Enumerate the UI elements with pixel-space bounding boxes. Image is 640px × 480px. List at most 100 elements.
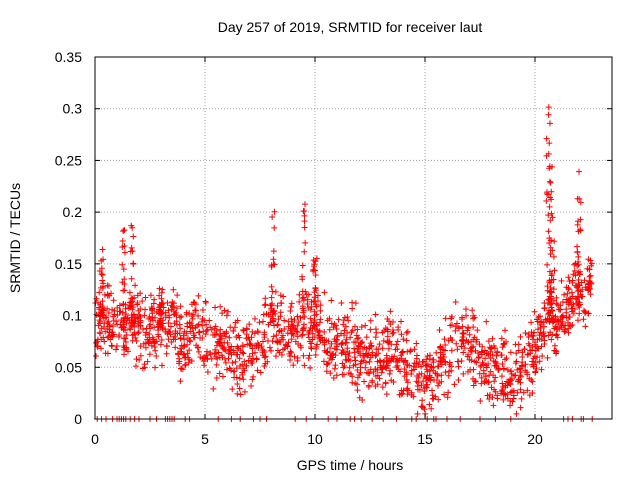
data-point (411, 360, 418, 367)
y-axis-label: SRMTID / TECUs (7, 183, 23, 293)
data-point (564, 290, 571, 297)
data-point (379, 384, 386, 391)
data-point (445, 389, 452, 396)
data-point (502, 356, 509, 363)
data-point (271, 208, 278, 215)
data-point (490, 372, 497, 379)
data-point (500, 366, 507, 373)
data-point (109, 322, 116, 329)
data-point (587, 257, 594, 264)
data-point (551, 267, 558, 274)
data-point (382, 325, 389, 332)
data-point (310, 268, 317, 275)
data-point (245, 357, 252, 364)
data-point (465, 339, 472, 346)
data-point (331, 365, 338, 372)
data-point (376, 341, 383, 348)
data-point (277, 309, 284, 316)
data-point (172, 344, 179, 351)
data-point (255, 329, 262, 336)
data-point (544, 261, 551, 268)
data-point (439, 351, 446, 358)
data-point (486, 391, 493, 398)
data-point (269, 338, 276, 345)
data-point (159, 300, 166, 307)
data-point (478, 351, 485, 358)
data-point (342, 351, 349, 358)
data-point (128, 275, 135, 282)
data-point (250, 373, 257, 380)
data-point (203, 321, 210, 328)
data-point (448, 321, 455, 328)
data-point (357, 364, 364, 371)
data-point (387, 367, 394, 374)
data-point (513, 410, 520, 417)
data-point (346, 349, 353, 356)
data-point (548, 336, 555, 343)
data-point (123, 331, 130, 338)
data-point (445, 372, 452, 379)
data-point (471, 314, 478, 321)
data-point (120, 315, 127, 322)
data-point (93, 352, 100, 359)
data-point (150, 336, 157, 343)
data-point (301, 218, 308, 225)
data-point (428, 363, 435, 370)
data-point (507, 389, 514, 396)
y-tick-label: 0.1 (63, 308, 83, 324)
data-point (110, 317, 117, 324)
data-point (281, 317, 288, 324)
data-point (430, 367, 437, 374)
data-point (121, 242, 128, 249)
data-point (525, 351, 532, 358)
data-point (470, 315, 477, 322)
data-point (174, 292, 181, 299)
data-point (341, 314, 348, 321)
data-point (221, 339, 228, 346)
data-point (311, 319, 318, 326)
data-point (477, 398, 484, 405)
data-point (344, 345, 351, 352)
data-point (546, 140, 553, 147)
data-point (176, 360, 183, 367)
data-point (156, 301, 163, 308)
data-point (569, 279, 576, 286)
data-point (194, 344, 201, 351)
data-point (508, 368, 515, 374)
data-point (587, 291, 594, 298)
data-point (181, 351, 188, 358)
data-point (151, 339, 158, 346)
data-point (223, 328, 230, 335)
data-point (504, 366, 511, 373)
data-point (386, 338, 393, 345)
data-point (327, 370, 334, 377)
data-point (267, 347, 274, 354)
data-point (541, 304, 548, 311)
data-point (232, 358, 239, 365)
data-point (240, 327, 247, 334)
data-point (224, 308, 231, 315)
data-point (566, 314, 573, 321)
data-point (122, 301, 129, 308)
data-point (146, 334, 153, 341)
data-point (574, 262, 581, 269)
data-point (183, 330, 190, 337)
data-point (236, 355, 243, 362)
data-point (269, 311, 276, 318)
data-point (120, 266, 127, 273)
data-point (192, 324, 199, 331)
data-point (130, 261, 137, 268)
data-point (413, 340, 420, 347)
data-point (548, 300, 555, 307)
data-point (129, 224, 136, 231)
data-point (270, 248, 277, 255)
data-point (252, 349, 259, 356)
data-point (569, 293, 576, 300)
data-point (354, 374, 361, 381)
data-point (459, 323, 466, 330)
data-point (269, 288, 276, 295)
data-point (231, 368, 238, 375)
data-point (509, 388, 516, 395)
data-point (129, 337, 136, 344)
data-point (121, 249, 128, 256)
